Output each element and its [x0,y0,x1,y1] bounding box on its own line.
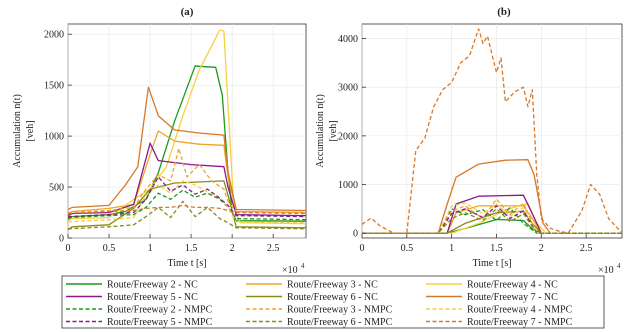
series-line-route-freeway-6-nmpc [362,208,622,234]
panel-a-y-unit-group: [veh] [25,120,36,141]
x-tick-label: 1 [148,243,153,254]
series-line-route-freeway-7-nc [68,86,306,212]
panel-b-x-multiplier: ×10 4 [598,262,621,276]
panel-b-x-ticks: 0 0.5 1 1.5 2 2.5 [360,234,593,254]
legend-label: Route/Freeway 5 - NC [107,292,198,303]
x-tick-label: 1 [449,243,454,254]
legend-label: Route/Freeway 6 - NMPC [287,317,393,328]
series-line-route-freeway-7-nc [362,159,622,234]
legend-label: Route/Freeway 7 - NC [467,292,558,303]
series-line-route-freeway-2-nmpc [68,189,306,221]
y-tick-label: 4000 [338,34,358,45]
panel-b-title: (b) [497,6,511,18]
y-tick-label: 1000 [338,180,358,191]
panel-b-x-axis-label: Time t [s] [472,258,511,269]
series-line-route-freeway-5-nc [362,194,622,234]
panel-a-y-axis-label-group: Accumulation n(t) [12,94,23,168]
y-tick-label: 2000 [44,30,64,41]
series-line-route-freeway-3-nc [68,130,306,216]
y-tick-label: 0 [59,234,64,245]
svg-text:4: 4 [617,262,621,270]
x-tick-label: 0.5 [401,243,414,254]
y-tick-label: 3000 [338,83,358,94]
legend-items: Route/Freeway 2 - NC Route/Freeway 3 - NC… [66,280,573,328]
panel-a-x-multiplier: ×10 4 [282,262,305,276]
x-tick-label: 1.5 [490,243,503,254]
legend-label: Route/Freeway 3 - NMPC [287,305,393,316]
series-line-route-freeway-6-nc [362,210,622,234]
panel-a-x-axis-label: Time t [s] [167,258,206,269]
series-line-route-freeway-4-nc [68,29,306,225]
series-line-route-freeway-4-nc [362,202,622,234]
svg-text:×10: ×10 [282,265,298,276]
x-tick-label: 2.5 [267,243,280,254]
legend-box [61,275,605,329]
panel-b-plot-area [361,23,623,239]
x-tick-label: 1.5 [185,243,198,254]
legend-label: Route/Freeway 2 - NC [107,280,198,291]
panel-a-y-ticks: 0 500 1000 1500 2000 [44,30,72,245]
series-line-route-freeway-6-nmpc [68,200,306,230]
series-line-route-freeway-5-nmpc [68,176,306,218]
series-line-route-freeway-4-nmpc [362,202,622,234]
y-tick-label: 1000 [44,132,64,143]
x-tick-label: 2.5 [580,243,593,254]
panel-a-y-unit: [veh] [25,120,36,141]
series-line-route-freeway-5-nmpc [362,205,622,234]
x-tick-label: 0 [66,243,71,254]
panel-b-y-unit: [veh] [328,120,339,141]
panel-b: (b) 0 0.5 1 1.5 2 2.5 0 1000 2000 3000 4000 Time … [315,6,623,276]
series-line-route-freeway-5-nc [68,142,306,217]
panel-b-y-unit-group: [veh] [328,120,339,141]
panel-a-y-axis-label: Accumulation n(t) [12,94,23,168]
legend-label: Route/Freeway 3 - NC [287,280,378,291]
series-line-route-freeway-7-nmpc [362,28,622,234]
legend-label: Route/Freeway 5 - NMPC [107,317,213,328]
panel-b-y-ticks: 0 1000 2000 3000 4000 [338,34,366,240]
y-tick-label: 0 [353,229,358,240]
legend-label: Route/Freeway 2 - NMPC [107,305,213,316]
panel-a-series [68,29,306,231]
legend-label: Route/Freeway 4 - NMPC [467,305,573,316]
panel-a-title: (a) [181,6,194,18]
panel-a: (a) 0 0.5 1 1.5 2 2.5 0 500 1000 1500 2000 Time t… [12,6,307,276]
legend-label: Route/Freeway 7 - NMPC [467,317,573,328]
legend-label: Route/Freeway 6 - NC [287,292,378,303]
panel-a-grid [67,24,306,239]
x-tick-label: 2 [539,243,544,254]
legend-label: Route/Freeway 4 - NC [467,280,558,291]
series-line-route-freeway-4-nmpc [68,180,306,224]
y-tick-label: 1500 [44,81,64,92]
svg-text:4: 4 [301,262,305,270]
panel-b-y-axis-label-group: Accumulation n(t) [315,94,326,168]
legend: Route/Freeway 2 - NC Route/Freeway 3 - NC… [61,275,605,329]
y-tick-label: 2000 [338,131,358,142]
series-line-route-freeway-3-nmpc [68,147,306,214]
x-tick-label: 2 [230,243,235,254]
series-line-route-freeway-3-nmpc [362,198,622,234]
series-line-route-freeway-7-nmpc [68,204,306,215]
x-tick-label: 0 [360,243,365,254]
panel-b-y-axis-label: Accumulation n(t) [315,94,326,168]
x-tick-label: 0.5 [103,243,116,254]
panel-b-series [362,28,622,234]
panel-a-x-ticks: 0 0.5 1 1.5 2 2.5 [66,234,280,254]
svg-text:×10: ×10 [598,265,614,276]
y-tick-label: 500 [49,183,64,194]
